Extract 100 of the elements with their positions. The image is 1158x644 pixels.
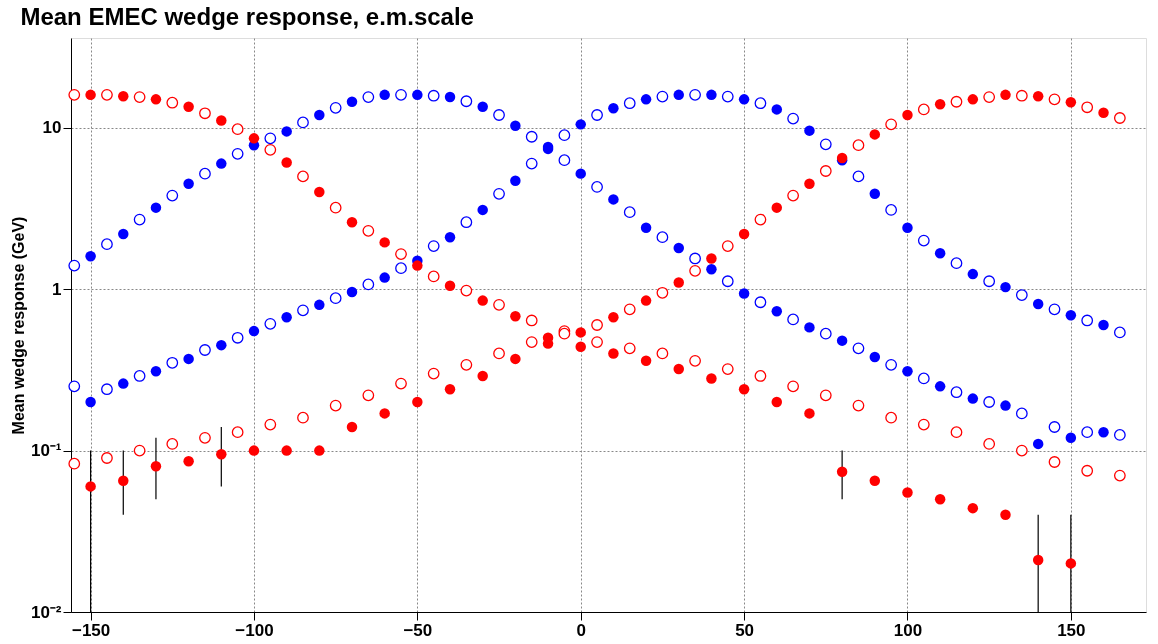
point xyxy=(101,452,113,464)
point xyxy=(133,213,146,226)
point xyxy=(1000,400,1011,411)
point xyxy=(819,327,832,340)
x-tick-label: 0 xyxy=(576,620,586,640)
point xyxy=(166,356,179,369)
point xyxy=(1048,93,1061,106)
point xyxy=(264,317,277,330)
point xyxy=(199,344,211,356)
point xyxy=(1113,326,1126,339)
point xyxy=(297,116,309,129)
point xyxy=(427,89,440,102)
point xyxy=(133,370,146,382)
point xyxy=(297,304,309,317)
point xyxy=(1065,432,1077,444)
point xyxy=(869,129,881,140)
point xyxy=(68,88,81,101)
point xyxy=(248,133,260,144)
point xyxy=(216,448,227,460)
point xyxy=(608,312,619,323)
point xyxy=(819,138,832,151)
point xyxy=(1081,426,1094,439)
point xyxy=(721,90,734,103)
point xyxy=(346,216,358,228)
point xyxy=(150,461,162,472)
point xyxy=(183,455,194,467)
point xyxy=(917,372,930,385)
point xyxy=(510,353,521,365)
point xyxy=(85,396,96,408)
point xyxy=(231,147,244,160)
point xyxy=(395,88,407,101)
point xyxy=(379,272,390,283)
point xyxy=(314,109,325,121)
point xyxy=(379,237,390,248)
point xyxy=(460,95,473,108)
point xyxy=(819,389,832,402)
point xyxy=(950,426,963,439)
point xyxy=(1048,421,1061,433)
point xyxy=(869,351,881,363)
point xyxy=(673,242,684,254)
point xyxy=(804,125,815,136)
point xyxy=(1081,101,1094,114)
point xyxy=(362,389,375,402)
point xyxy=(771,202,783,213)
point xyxy=(852,342,865,355)
point xyxy=(1081,464,1094,477)
point xyxy=(706,253,717,264)
point xyxy=(216,158,227,169)
point xyxy=(460,284,473,297)
point xyxy=(264,143,277,156)
point xyxy=(934,493,946,505)
point xyxy=(314,299,325,311)
point xyxy=(885,204,898,216)
point xyxy=(787,380,800,393)
point xyxy=(510,310,521,322)
point xyxy=(608,348,619,359)
point xyxy=(1081,314,1094,327)
point xyxy=(917,418,930,431)
point xyxy=(721,240,734,252)
point xyxy=(477,204,488,216)
point xyxy=(1015,444,1028,457)
point xyxy=(902,109,913,121)
point xyxy=(493,109,505,121)
point xyxy=(738,288,750,299)
point xyxy=(656,286,669,299)
point xyxy=(395,262,407,275)
point xyxy=(525,336,538,348)
point xyxy=(934,248,946,259)
y-tick-label: 10⁻¹ xyxy=(30,441,62,461)
point xyxy=(231,123,244,136)
point xyxy=(101,238,113,251)
point xyxy=(314,445,325,456)
point xyxy=(101,383,113,396)
point xyxy=(787,313,800,326)
point xyxy=(591,336,603,348)
point xyxy=(934,98,946,110)
point xyxy=(608,103,619,114)
point xyxy=(329,399,342,412)
point xyxy=(118,228,129,240)
point xyxy=(623,97,636,110)
point xyxy=(804,408,815,419)
x-tick-label: −150 xyxy=(71,620,111,640)
point xyxy=(852,399,865,412)
point xyxy=(444,231,456,243)
point xyxy=(804,322,815,333)
point xyxy=(1032,554,1044,566)
point xyxy=(689,88,701,101)
y-tick-label: 10⁻² xyxy=(30,602,62,622)
point xyxy=(1000,509,1011,521)
point xyxy=(558,129,571,142)
point xyxy=(738,94,750,105)
point xyxy=(836,466,848,477)
point xyxy=(264,418,277,431)
point xyxy=(706,373,717,384)
point xyxy=(1015,89,1028,102)
point xyxy=(395,248,407,260)
point xyxy=(819,165,832,177)
point xyxy=(118,475,129,487)
point xyxy=(1032,90,1044,102)
point xyxy=(771,306,783,317)
